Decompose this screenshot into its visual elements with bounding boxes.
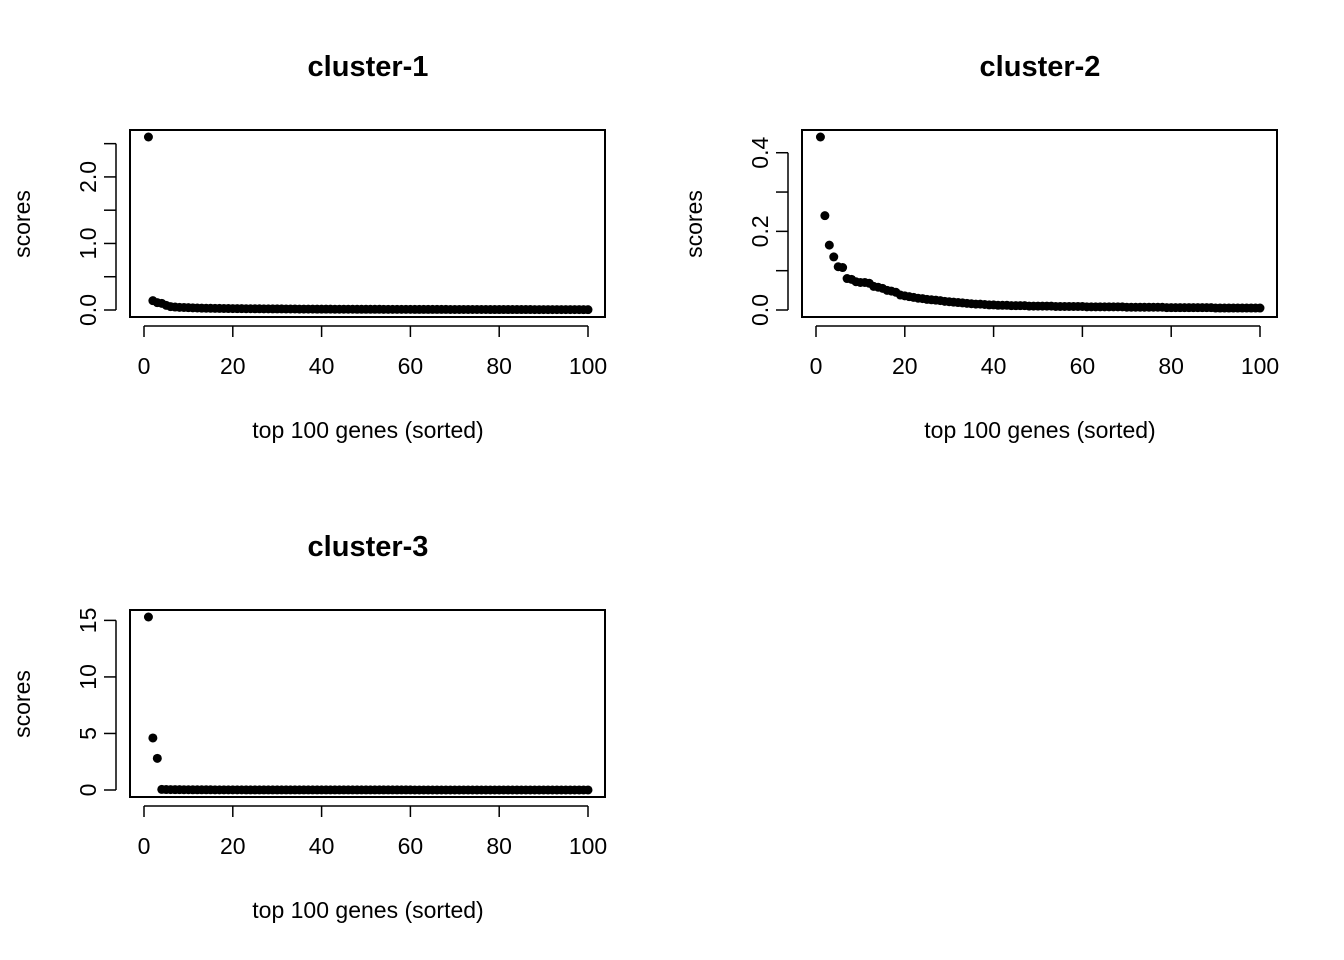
y-tick-label: 0 [75,784,101,797]
data-points [143,132,593,315]
data-point [1255,303,1265,313]
chart-title: cluster-2 [980,51,1101,83]
data-point [148,733,158,743]
x-tick-label: 0 [810,353,823,379]
y-axis-ticks: 0 5 10 15 [75,608,117,797]
chart-title: cluster-1 [308,51,429,83]
x-tick-label: 0 [138,833,151,859]
panel-cluster-2: cluster-2 top 100 genes (sorted) scores … [681,51,1279,443]
x-axis-label: top 100 genes (sorted) [924,417,1155,443]
y-tick-label: 10 [75,664,101,690]
data-point [829,252,839,262]
x-tick-label: 40 [309,353,335,379]
x-tick-label: 0 [138,353,151,379]
y-axis-label: scores [9,670,35,738]
data-point [583,785,593,795]
x-tick-label: 80 [486,833,512,859]
x-tick-label: 40 [309,833,335,859]
y-tick-label: 2.0 [75,161,101,193]
x-axis-ticks: 0 20 40 60 80 100 [138,805,607,859]
data-point [583,305,593,315]
data-points [815,132,1265,313]
x-axis-ticks: 0 20 40 60 80 100 [810,325,1279,379]
x-axis-label: top 100 genes (sorted) [252,417,483,443]
y-axis-ticks: 0.0 1.0 2.0 [75,142,117,326]
y-tick-label: 5 [75,727,101,740]
data-point [824,240,834,250]
y-tick-label: 1.0 [75,227,101,259]
x-tick-label: 20 [220,833,246,859]
x-tick-label: 100 [569,353,607,379]
y-tick-label: 0.2 [747,215,773,247]
x-tick-label: 100 [569,833,607,859]
data-point [152,753,162,763]
x-tick-label: 80 [486,353,512,379]
data-point [820,211,830,221]
data-point [143,612,153,622]
data-point [143,132,153,142]
y-tick-label: 0.0 [747,294,773,326]
x-tick-label: 60 [1070,353,1096,379]
x-axis-ticks: 0 20 40 60 80 100 [138,325,607,379]
x-tick-label: 60 [398,353,424,379]
data-point [815,132,825,142]
chart-title: cluster-3 [308,531,429,563]
y-axis-ticks: 0.0 0.2 0.4 [747,137,789,326]
data-points [143,612,593,795]
y-tick-label: 0.4 [747,137,773,169]
plot-frame [801,129,1278,318]
panel-cluster-1: cluster-1 top 100 genes (sorted) scores … [9,51,607,443]
plot-frame [129,609,606,798]
x-tick-label: 100 [1241,353,1279,379]
plot-frame [129,129,606,318]
x-tick-label: 20 [220,353,246,379]
y-axis-label: scores [9,190,35,258]
y-tick-label: 0.0 [75,294,101,326]
y-axis-label: scores [681,190,707,258]
x-tick-label: 20 [892,353,918,379]
x-axis-label: top 100 genes (sorted) [252,897,483,923]
x-tick-label: 80 [1158,353,1184,379]
panel-cluster-3: cluster-3 top 100 genes (sorted) scores … [9,531,607,923]
data-point [838,263,848,273]
x-tick-label: 60 [398,833,424,859]
x-tick-label: 40 [981,353,1007,379]
y-tick-label: 15 [75,608,101,634]
